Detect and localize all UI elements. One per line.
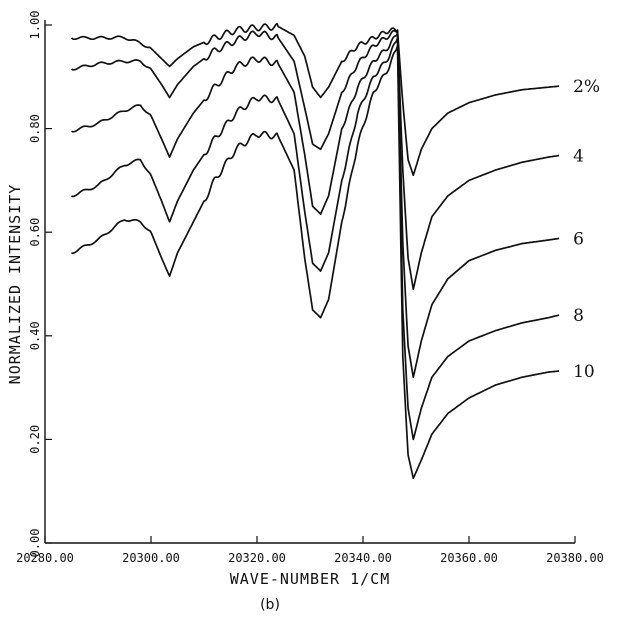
x-tick-label: 20320.00 <box>228 551 286 565</box>
y-tick-label: 0.20 <box>28 425 42 454</box>
y-tick-label: 0.60 <box>28 218 42 247</box>
x-tick-label: 20340.00 <box>334 551 392 565</box>
x-tick-label: 20300.00 <box>122 551 180 565</box>
series-line <box>71 37 560 441</box>
y-tick-label: 0.00 <box>28 529 42 558</box>
series-line <box>71 31 560 379</box>
x-tick-label: 20280.00 <box>16 551 74 565</box>
y-tick-label: 1.00 <box>28 11 42 40</box>
series-line <box>71 29 560 291</box>
x-tick-label: 20380.00 <box>546 551 604 565</box>
curves <box>70 22 560 480</box>
series-labels: 2% 4 6 8 10 <box>573 77 600 382</box>
series-label: 2% <box>573 77 600 97</box>
figure-caption: (b) <box>260 597 280 613</box>
axes <box>44 20 575 544</box>
series-label: 6 <box>573 229 584 249</box>
y-tick-label: 0.80 <box>28 114 42 143</box>
x-tick-label: 20360.00 <box>440 551 498 565</box>
ticks: 20280.00 20300.00 20320.00 20340.00 20360.00… <box>16 11 604 565</box>
series-label: 10 <box>573 362 595 382</box>
y-tick-label: 0.40 <box>28 321 42 350</box>
x-axis-title: WAVE-NUMBER 1/CM <box>230 570 391 588</box>
series-line <box>70 22 560 177</box>
series-line <box>71 44 560 480</box>
y-axis-title: NORMALIZED INTENSITY <box>6 184 24 385</box>
series-label: 8 <box>573 306 584 326</box>
series-label: 4 <box>573 147 584 167</box>
